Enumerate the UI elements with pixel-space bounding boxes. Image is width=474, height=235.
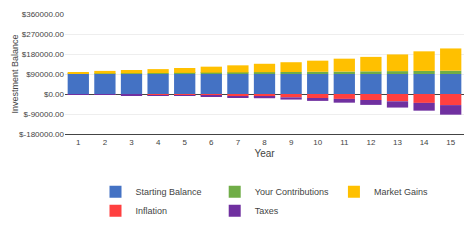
svg-text:$360000.00: $360000.00 xyxy=(22,10,65,19)
svg-text:3: 3 xyxy=(129,138,134,147)
svg-text:5: 5 xyxy=(182,138,187,147)
svg-text:$0.00: $0.00 xyxy=(44,90,65,99)
svg-text:Taxes: Taxes xyxy=(255,206,279,216)
svg-text:13: 13 xyxy=(393,138,402,147)
svg-text:$180000.00: $180000.00 xyxy=(22,50,65,59)
svg-text:8: 8 xyxy=(262,138,267,147)
svg-text:14: 14 xyxy=(420,138,429,147)
svg-text:10: 10 xyxy=(313,138,322,147)
svg-text:9: 9 xyxy=(289,138,294,147)
svg-text:$-90000.00: $-90000.00 xyxy=(24,110,65,119)
svg-text:7: 7 xyxy=(236,138,241,147)
svg-text:6: 6 xyxy=(209,138,214,147)
svg-text:15: 15 xyxy=(446,138,455,147)
svg-text:11: 11 xyxy=(340,138,349,147)
svg-text:Starting Balance: Starting Balance xyxy=(136,187,202,197)
svg-text:4: 4 xyxy=(156,138,161,147)
svg-text:1: 1 xyxy=(76,138,81,147)
svg-text:Your Contributions: Your Contributions xyxy=(255,187,329,197)
svg-text:Investment Balance: Investment Balance xyxy=(10,34,20,113)
svg-text:$90000.00: $90000.00 xyxy=(26,70,64,79)
svg-text:12: 12 xyxy=(366,138,375,147)
svg-text:2: 2 xyxy=(103,138,108,147)
svg-text:$270000.00: $270000.00 xyxy=(22,30,65,39)
svg-text:Inflation: Inflation xyxy=(136,206,168,216)
svg-text:Market Gains: Market Gains xyxy=(374,187,428,197)
svg-text:Year: Year xyxy=(254,148,275,159)
svg-text:$-180000.00: $-180000.00 xyxy=(19,130,64,139)
